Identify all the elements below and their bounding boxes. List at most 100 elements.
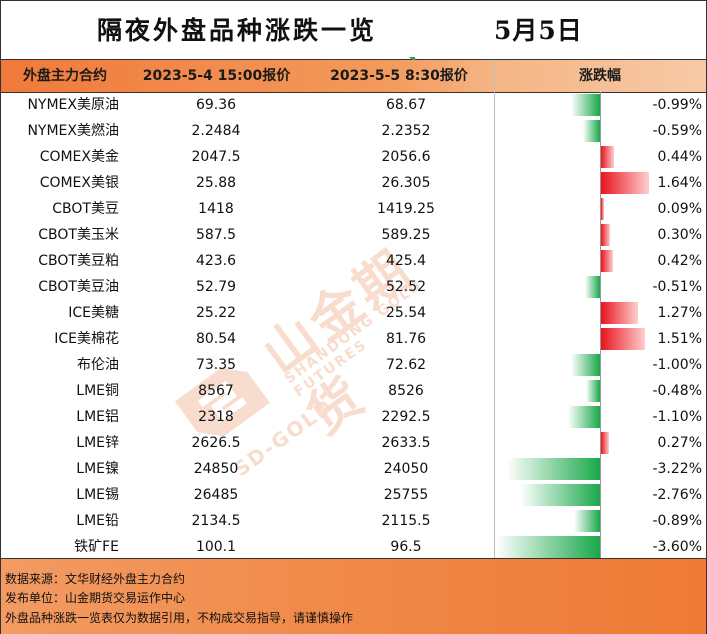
change-percent: -3.60% (652, 539, 702, 555)
contract-name: ICE美棉花 (54, 331, 119, 347)
table-row: LME铝 2318 2292.5 -1.10% (1, 404, 706, 430)
contract-name: NYMEX美原油 (27, 97, 119, 113)
change-bar-negative (586, 380, 600, 402)
price-prev: 587.5 (195, 227, 237, 243)
table-row: 铁矿FE 100.1 96.5 -3.60% (1, 534, 706, 560)
price-prev: 100.1 (195, 539, 237, 555)
change-bar-positive (601, 198, 604, 220)
change-bar-negative (495, 536, 600, 558)
change-zero-axis (600, 92, 601, 558)
change-percent: -0.59% (652, 123, 702, 139)
contract-name: LME锡 (76, 487, 119, 503)
report-date: 5月5日 (494, 16, 583, 45)
contract-name: LME铝 (76, 409, 119, 425)
change-percent: -1.10% (652, 409, 702, 425)
price-prev: 1418 (198, 201, 234, 217)
price-now: 25755 (383, 487, 429, 503)
change-bar-negative (571, 354, 600, 376)
table-row: LME铅 2134.5 2115.5 -0.89% (1, 508, 706, 534)
contract-name: CBOT美豆 (52, 201, 119, 217)
contract-name: CBOT美玉米 (38, 227, 119, 243)
contract-name: NYMEX美燃油 (27, 123, 119, 139)
change-percent: 0.27% (657, 435, 702, 451)
title-row: 隔夜外盘品种涨跌一览 5月5日 (1, 1, 706, 60)
contract-name: ICE美糖 (68, 305, 119, 321)
price-prev: 69.36 (195, 97, 237, 113)
price-prev: 26485 (193, 487, 239, 503)
contract-name: LME铅 (76, 513, 119, 529)
price-now: 96.5 (390, 539, 422, 555)
contract-name: LME镍 (76, 461, 119, 477)
price-now: 2633.5 (381, 435, 431, 451)
footer: 数据来源：文华财经外盘主力合约 发布单位：山金期货交易运作中心 外盘品种涨跌一览… (1, 558, 706, 634)
table-row: ICE美糖 25.22 25.54 1.27% (1, 300, 706, 326)
price-now: 25.54 (385, 305, 427, 321)
contract-name: COMEX美银 (39, 175, 119, 191)
col-header-price-prev: 2023-5-4 15:00报价 (142, 68, 291, 84)
contract-name: LME铜 (76, 383, 119, 399)
table-row: CBOT美豆粕 423.6 425.4 0.42% (1, 248, 706, 274)
price-prev: 52.79 (195, 279, 237, 295)
table-header: 外盘主力合约 2023-5-4 15:00报价 2023-5-5 8:30报价 … (1, 60, 706, 93)
price-now: 2056.6 (381, 149, 431, 165)
table-row: CBOT美豆油 52.79 52.52 -0.51% (1, 274, 706, 300)
price-prev: 2626.5 (191, 435, 241, 451)
price-prev: 80.54 (195, 331, 237, 347)
price-now: 2292.5 (381, 409, 431, 425)
price-now: 68.67 (385, 97, 427, 113)
change-bar-positive (601, 172, 649, 194)
change-percent: -2.76% (652, 487, 702, 503)
change-percent: 0.42% (657, 253, 702, 269)
price-prev: 25.88 (195, 175, 237, 191)
price-now: 589.25 (381, 227, 431, 243)
price-now: 1419.25 (377, 201, 435, 217)
change-percent: 0.30% (657, 227, 702, 243)
contract-name: CBOT美豆粕 (38, 253, 119, 269)
table-row: CBOT美豆 1418 1419.25 0.09% (1, 196, 706, 222)
col-header-change: 涨跌幅 (579, 68, 621, 84)
price-prev: 8567 (198, 383, 234, 399)
footer-source: 数据来源：文华财经外盘主力合约 (5, 572, 186, 586)
table-row: LME锡 26485 25755 -2.76% (1, 482, 706, 508)
change-percent: 1.27% (657, 305, 702, 321)
price-prev: 24850 (193, 461, 239, 477)
change-bar-positive (601, 328, 645, 350)
change-percent: -3.22% (652, 461, 702, 477)
price-now: 81.76 (385, 331, 427, 347)
price-now: 425.4 (385, 253, 427, 269)
table-row: LME铜 8567 8526 -0.48% (1, 378, 706, 404)
contract-name: LME锌 (76, 435, 119, 451)
price-prev: 2134.5 (191, 513, 241, 529)
footer-publisher: 发布单位：山金期货交易运作中心 (5, 591, 186, 605)
change-bar-positive (601, 250, 614, 272)
change-bar-positive (601, 224, 610, 246)
change-percent: -0.89% (652, 513, 702, 529)
contract-name: 铁矿FE (74, 539, 119, 555)
footer-disclaimer: 外盘品种涨跌一览表仅为数据引用，不构成交易指导，请谨慎操作 (5, 611, 354, 625)
change-percent: -0.51% (652, 279, 702, 295)
price-now: 2.2352 (381, 123, 431, 139)
price-now: 8526 (388, 383, 424, 399)
change-bar-positive (601, 302, 638, 324)
change-percent: -0.48% (652, 383, 702, 399)
table-row: COMEX美金 2047.5 2056.6 0.44% (1, 144, 706, 170)
column-divider (494, 60, 495, 558)
table-row: CBOT美玉米 587.5 589.25 0.30% (1, 222, 706, 248)
price-now: 24050 (383, 461, 429, 477)
price-now: 52.52 (385, 279, 427, 295)
change-percent: -1.00% (652, 357, 702, 373)
price-prev: 2318 (198, 409, 234, 425)
table-row: NYMEX美燃油 2.2484 2.2352 -0.59% (1, 118, 706, 144)
page-title: 隔夜外盘品种涨跌一览 (97, 16, 378, 45)
change-percent: 1.64% (657, 175, 702, 191)
price-prev: 423.6 (195, 253, 237, 269)
col-header-price-now: 2023-5-5 8:30报价 (330, 68, 468, 84)
price-now: 2115.5 (381, 513, 431, 529)
price-prev: 73.35 (195, 357, 237, 373)
price-now: 26.305 (381, 175, 431, 191)
col-header-contract: 外盘主力合约 (23, 68, 107, 84)
change-percent: 0.09% (657, 201, 702, 217)
table-row: NYMEX美原油 69.36 68.67 -0.99% (1, 92, 706, 118)
table-row: COMEX美银 25.88 26.305 1.64% (1, 170, 706, 196)
